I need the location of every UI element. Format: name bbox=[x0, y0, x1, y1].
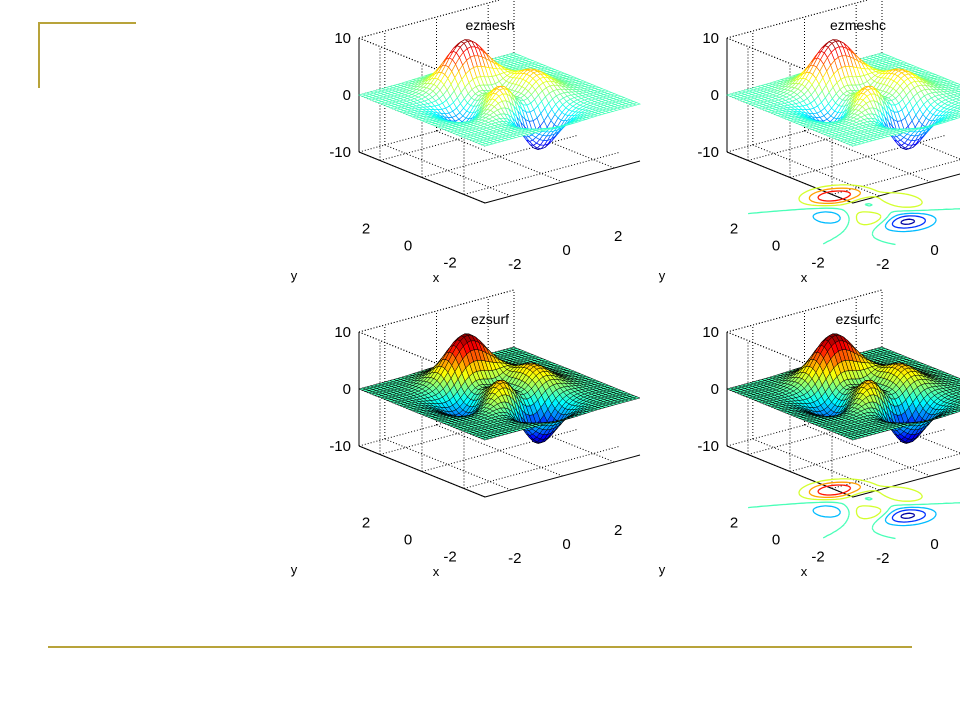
chart-panel-ezmesh: ezmesh 10 0 -10 2 0 -2 -2 0 2 x y bbox=[291, 0, 642, 285]
z-tick-label: -10 bbox=[329, 438, 351, 455]
slide-corner-line-vertical bbox=[38, 22, 40, 88]
y-tick-label: -2 bbox=[443, 255, 456, 272]
contour-level bbox=[812, 211, 937, 233]
x-tick-label: -2 bbox=[508, 256, 521, 273]
contour-level bbox=[891, 215, 927, 229]
contour-level bbox=[900, 512, 916, 519]
contour-level bbox=[817, 190, 852, 202]
contour-level bbox=[900, 218, 916, 225]
contour-plot bbox=[748, 478, 960, 540]
y-axis-label: y bbox=[291, 268, 298, 283]
y-tick-label: 2 bbox=[362, 515, 370, 532]
contour-level bbox=[748, 203, 960, 246]
x-tick-label: 2 bbox=[614, 522, 622, 539]
chart-title: ezmeshc bbox=[830, 17, 886, 33]
y-axis bbox=[358, 151, 486, 204]
contour-level bbox=[891, 509, 927, 523]
z-tick-label: 10 bbox=[334, 324, 351, 341]
x-axis-label: x bbox=[801, 270, 808, 285]
surface-surf bbox=[726, 333, 960, 444]
x-tick-label: -2 bbox=[876, 256, 889, 273]
contour-level bbox=[808, 187, 862, 205]
chart-title: ezsurf bbox=[471, 311, 509, 327]
contour-plot bbox=[748, 184, 960, 246]
x-axis-label: x bbox=[433, 564, 440, 579]
chart-title: ezmesh bbox=[465, 17, 514, 33]
x-axis bbox=[484, 160, 641, 204]
y-tick-label: -2 bbox=[443, 549, 456, 566]
y-axis-label: y bbox=[659, 268, 666, 283]
z-tick-label: 0 bbox=[343, 381, 351, 398]
x-axis-label: x bbox=[433, 270, 440, 285]
slide-bottom-divider bbox=[48, 646, 912, 648]
y-axis bbox=[726, 151, 854, 204]
x-tick-label: -2 bbox=[508, 550, 521, 567]
surface-surf bbox=[358, 333, 641, 444]
x-axis bbox=[852, 173, 960, 204]
y-tick-label: 0 bbox=[772, 238, 780, 255]
x-tick-label: 0 bbox=[930, 242, 938, 259]
y-tick-label: 2 bbox=[730, 221, 738, 238]
z-tick-label: 10 bbox=[334, 30, 351, 47]
y-tick-label: 0 bbox=[404, 238, 412, 255]
y-tick-label: -2 bbox=[811, 255, 824, 272]
x-tick-label: 0 bbox=[562, 242, 570, 259]
z-tick-label: 10 bbox=[702, 30, 719, 47]
surface-mesh bbox=[725, 39, 960, 150]
chart-panel-ezsurf: ezsurf 10 0 -10 2 0 -2 -2 0 2 x y bbox=[291, 289, 641, 579]
z-tick-label: 0 bbox=[711, 87, 719, 104]
y-tick-label: 0 bbox=[404, 532, 412, 549]
z-tick-label: 0 bbox=[343, 87, 351, 104]
z-tick-label: -10 bbox=[697, 144, 719, 161]
z-tick-label: -10 bbox=[329, 144, 351, 161]
x-tick-label: 0 bbox=[562, 536, 570, 553]
surface-mesh bbox=[357, 39, 642, 150]
x-tick-label: 2 bbox=[614, 228, 622, 245]
y-tick-label: 2 bbox=[362, 221, 370, 238]
contour-level bbox=[798, 184, 923, 226]
contour-level bbox=[798, 478, 923, 520]
slide-corner-line-horizontal bbox=[38, 22, 136, 24]
mesh-cell bbox=[631, 102, 642, 106]
y-axis-label: y bbox=[291, 562, 298, 577]
